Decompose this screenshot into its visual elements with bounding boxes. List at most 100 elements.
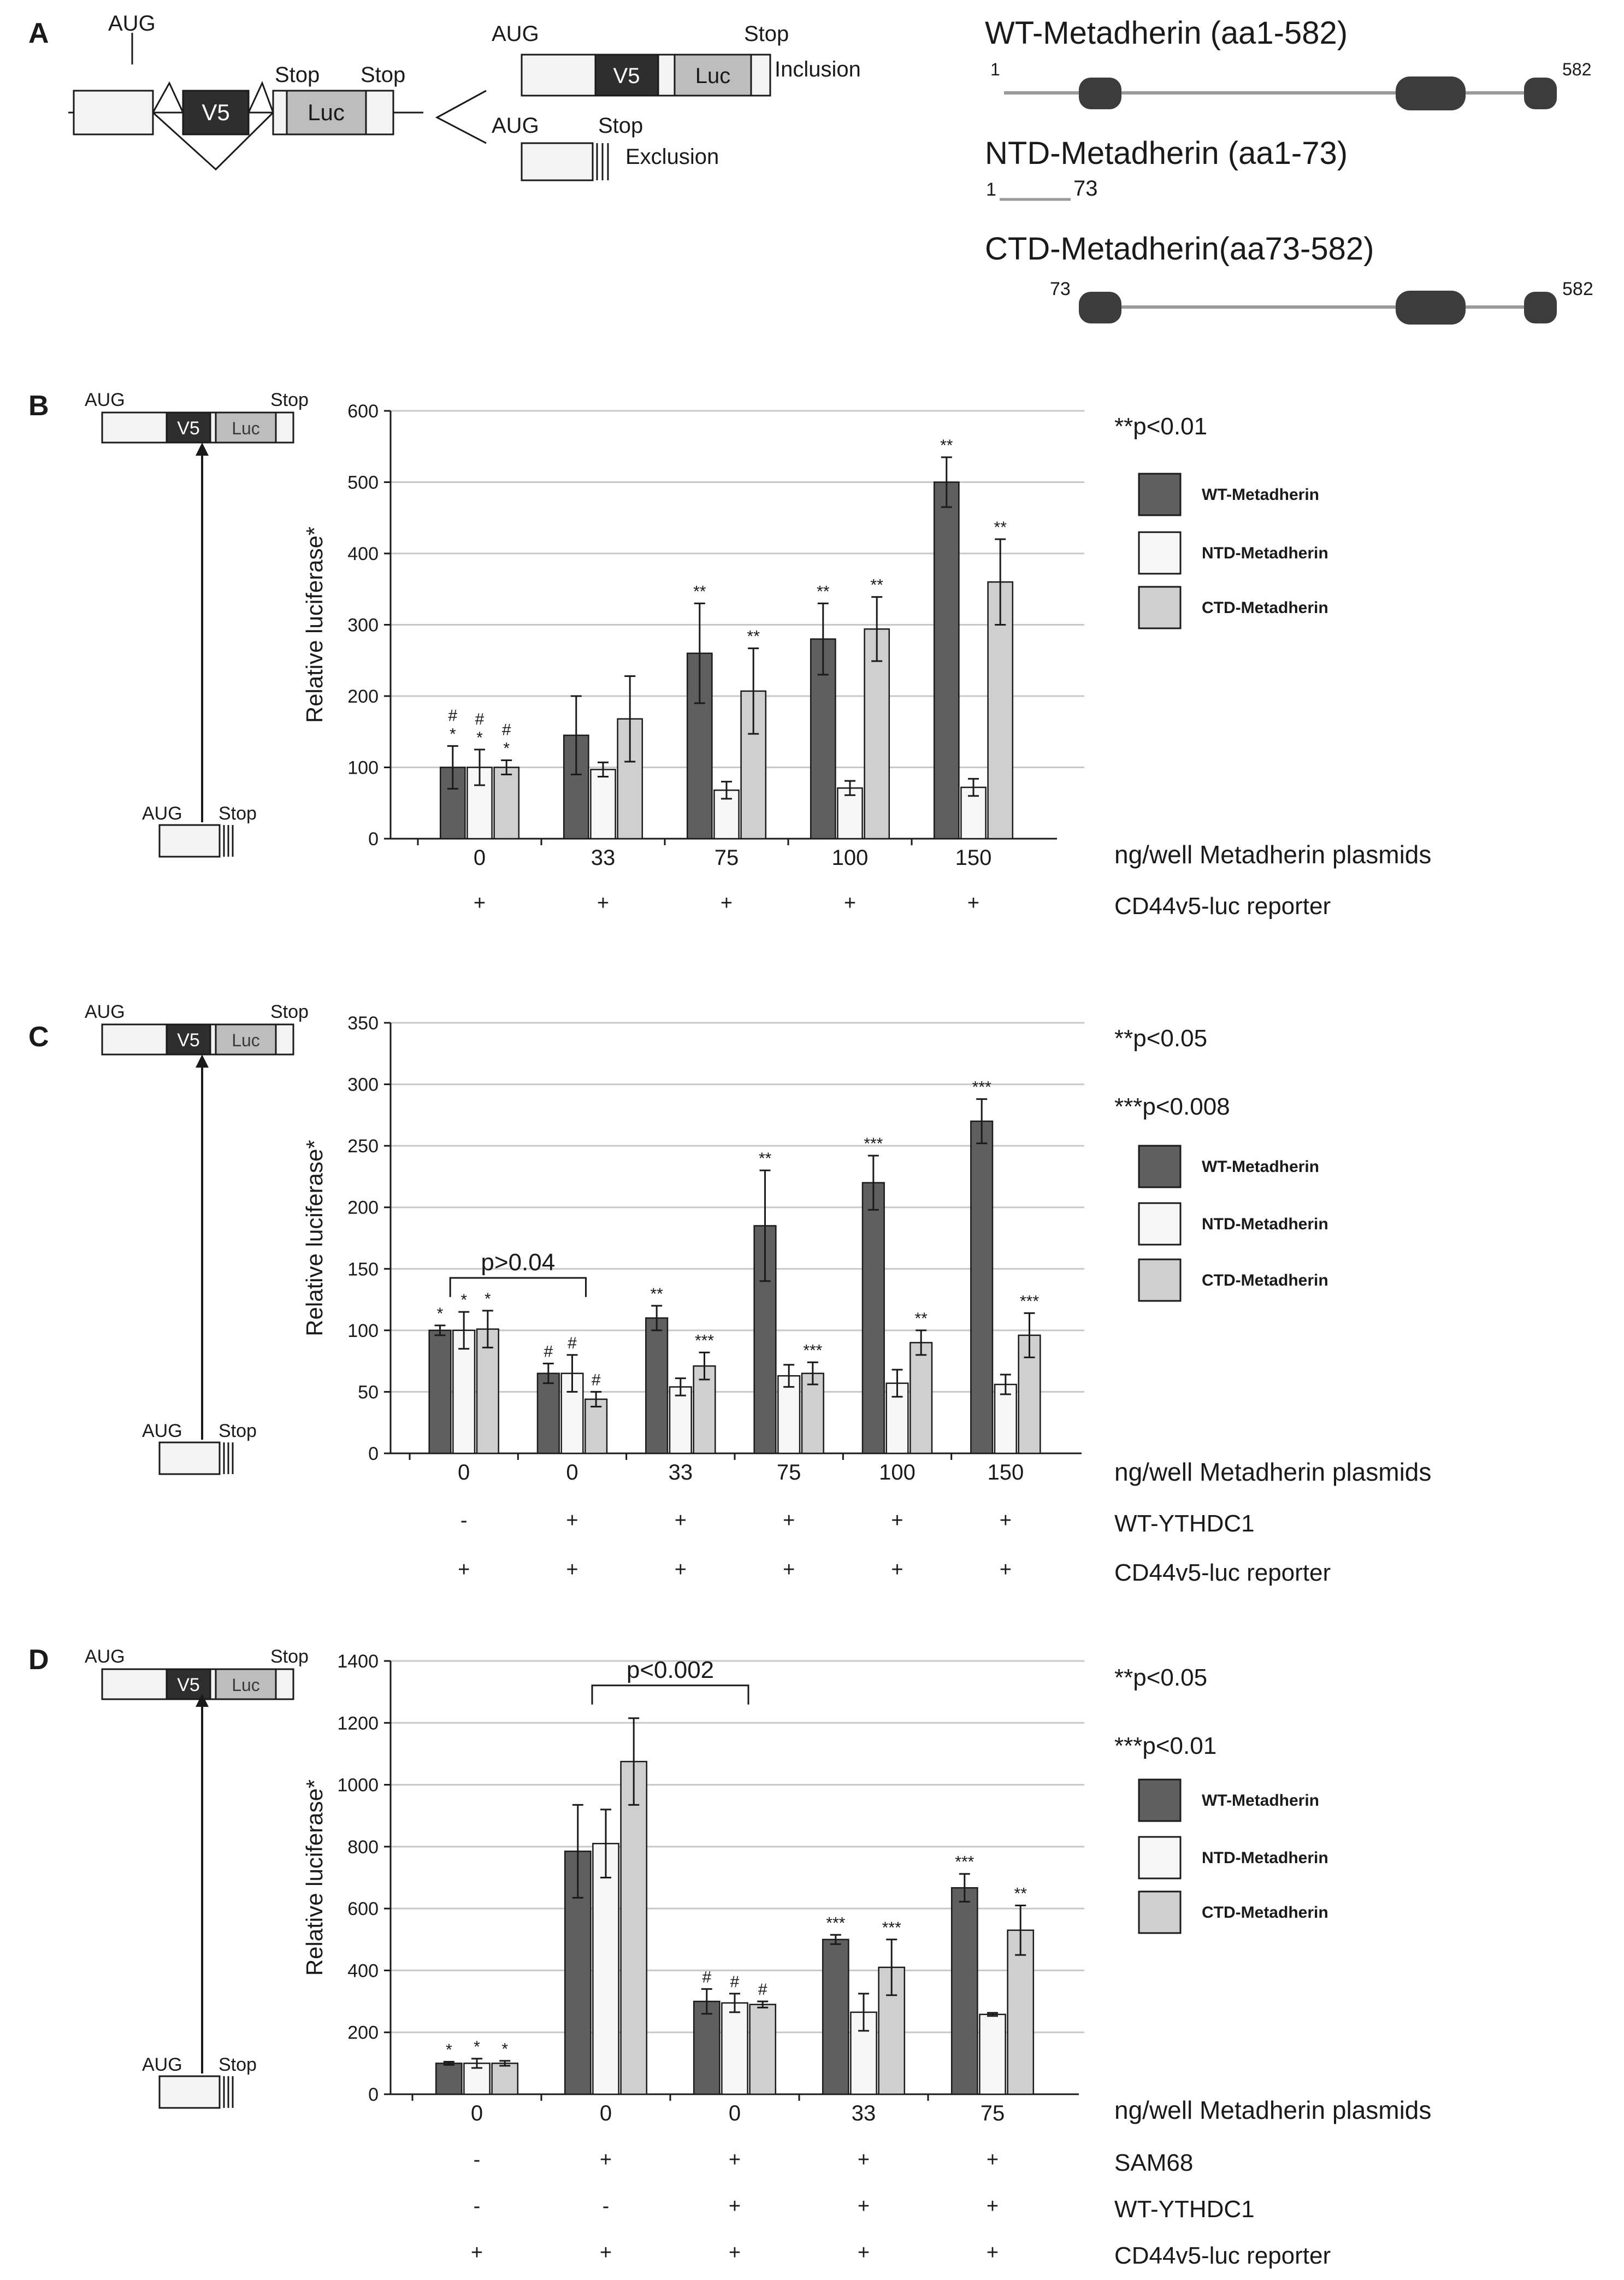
panel-c-ytick-label-150: 150	[347, 1259, 379, 1280]
protein-constructs: WT-Metadherin (aa1-582) 1 582 NTD-Metadh…	[985, 15, 1593, 325]
panel-c-sig-mark-0-4-0: ***	[864, 1135, 883, 1153]
panel-b-legend-label-2: CTD-Metadherin	[1202, 599, 1328, 617]
panel-c-ytick-label-100: 100	[347, 1321, 379, 1341]
panel-c-legend-swatch-2	[1138, 1258, 1182, 1302]
panel-d-reporter-excl-stop-label: Stop	[218, 2054, 257, 2075]
panel-b-sig-mark-2-0-0: #	[502, 721, 511, 739]
panel-d-row-2-sym-3: +	[858, 2241, 870, 2264]
panel-c-category-label-1: 0	[566, 1460, 578, 1484]
panel-d-sig-mark-2-3-0: ***	[882, 1919, 901, 1937]
wt-domain-1	[1079, 78, 1121, 109]
panel-b-sig-mark-0-3-0: **	[817, 582, 830, 600]
wt-domain-2	[1396, 76, 1466, 110]
exclusion-stop-label: Stop	[598, 114, 643, 138]
panel-d-bar-ctd-metadherin-4	[1007, 1929, 1035, 2095]
panel-b-category-label-0: 0	[474, 846, 486, 870]
panel-b-reporter-incl-stop-label: Stop	[270, 390, 309, 410]
panel-d-row-2-sym-1: +	[600, 2241, 612, 2264]
panel-b-bar-ctd-metadherin-3	[864, 628, 890, 840]
minigene-schematic: AUG V5 Luc Stop Stop	[68, 11, 487, 171]
panel-a: A AUG V5 Luc Stop Stop AUG Stop V5	[28, 11, 1593, 325]
panel-b-reporter-incl-luc-box	[215, 411, 277, 444]
panel-d-reporter-incl-aug-label: AUG	[85, 1646, 125, 1667]
panel-c-row-1-sym-3: +	[783, 1558, 795, 1581]
panel-d-category-label-3: 33	[852, 2101, 876, 2125]
panel-b-sig-mark-0-0-1: *	[450, 725, 456, 743]
panel-c-reporter-incl-v5-box	[166, 1023, 211, 1056]
panel-d-row-2-sym-4: +	[987, 2241, 999, 2264]
panel-b-sig-mark-1-0-0: #	[475, 710, 485, 728]
panel-c-bar-ntd-metadherin-3	[777, 1375, 801, 1454]
panel-b-reporter-incl-luc-label: Luc	[232, 419, 260, 438]
ctd-construct-title: CTD-Metadherin(aa73-582)	[985, 231, 1374, 267]
panel-c-x-axis-label: ng/well Metadherin plasmids	[1114, 1458, 1431, 1486]
panel-c-row-0-sym-2: +	[675, 1509, 687, 1532]
panel-b-row-0-sym-1: +	[597, 892, 609, 915]
panel-b-sig-mark-2-3-0: **	[871, 576, 884, 594]
panel-d-legend-swatch-2	[1138, 1890, 1182, 1934]
panel-b-legend-label-1: NTD-Metadherin	[1202, 544, 1328, 562]
panel-b-ytick-label-600: 600	[347, 401, 379, 422]
panel-d-bar-ntd-metadherin-2	[721, 2002, 748, 2095]
panel-c-row-label-0: WT-YTHDC1	[1114, 1510, 1255, 1537]
ntd-construct-end: 73	[1073, 176, 1098, 201]
panel-c-ytick-label-250: 250	[347, 1136, 379, 1157]
stop-label-2: Stop	[361, 63, 405, 87]
panel-d-category-label-2: 0	[729, 2101, 741, 2125]
panel-b-ytick-label-200: 200	[347, 686, 379, 707]
panel-c-sig-mark-2-2-0: ***	[695, 1332, 714, 1350]
panel-b-sig-mark-2-0-1: *	[503, 739, 510, 757]
panel-d-row-label-1: WT-YTHDC1	[1114, 2196, 1255, 2223]
panel-d-ytick-label-1000: 1000	[337, 1775, 379, 1796]
panel-c-ytick-label-200: 200	[347, 1198, 379, 1218]
panel-d-row-1-sym-1: -	[603, 2195, 610, 2218]
panel-c-sig-mark-0-3-0: **	[759, 1150, 772, 1168]
panel-d-ytick-label-200: 200	[347, 2023, 379, 2043]
panel-d-bracket-line	[591, 1684, 749, 1705]
panel-b-ytick-label-500: 500	[347, 473, 379, 493]
panel-d-category-label-0: 0	[471, 2101, 483, 2125]
panel-d-x-axis-label: ng/well Metadherin plasmids	[1114, 2096, 1431, 2124]
panel-d-row-1-sym-0: -	[474, 2195, 481, 2218]
panel-d-reporter-excl-exon-box	[158, 2075, 221, 2109]
panel-c-sig-mark-1-0-0: *	[460, 1291, 467, 1309]
panel-c-reporter-excl-aug-label: AUG	[142, 1421, 182, 1441]
panel-d-row-label-0: SAM68	[1114, 2149, 1193, 2176]
panel-d-arrow-head	[196, 1694, 209, 1707]
exclusion-product: AUG Stop Exclusion	[492, 114, 719, 181]
panel-b-sig-mark-2-4-0: **	[994, 519, 1007, 537]
panel-d-sig-mark-2-0-0: *	[501, 2040, 508, 2058]
panel-c-legend-label-2: CTD-Metadherin	[1202, 1271, 1328, 1289]
panel-c-reporter-incl-luc-label: Luc	[232, 1030, 260, 1050]
panel-b-category-label-3: 100	[832, 846, 869, 870]
panel-d-sig-mark-0-2-0: #	[702, 1968, 711, 1986]
luc-label: Luc	[308, 99, 345, 125]
ntd-construct-start: 1	[986, 179, 996, 200]
panel-a-letter: A	[28, 17, 49, 49]
panel-d-legend-label-1: NTD-Metadherin	[1202, 1849, 1328, 1867]
panel-d-row-0-sym-3: +	[858, 2148, 870, 2171]
panel-d-ytick-label-1200: 1200	[337, 1713, 379, 1734]
panel-d-bar-ctd-metadherin-2	[749, 2004, 777, 2095]
panel-b-reporter-incl-v5-box	[166, 411, 211, 444]
panel-b-x-axis-label: ng/well Metadherin plasmids	[1114, 840, 1431, 869]
panel-c-bracket-line	[449, 1277, 587, 1297]
panel-c-row-1-sym-1: +	[566, 1558, 578, 1581]
panel-c-row-1-sym-5: +	[1000, 1558, 1012, 1581]
inclusion-aug-label: AUG	[492, 22, 539, 46]
panel-c-sig-mark-2-5-0: ***	[1020, 1292, 1039, 1310]
panel-b-legend-label-0: WT-Metadherin	[1202, 486, 1319, 504]
panel-c-y-axis-label: Relative luciferase*	[302, 1140, 327, 1336]
panel-d-row-0-sym-1: +	[600, 2148, 612, 2171]
panel-c-sig-mark-1-1-0: #	[568, 1334, 577, 1352]
panel-b-category-label-4: 150	[955, 846, 992, 870]
panel-c-bar-ntd-metadherin-5	[994, 1383, 1017, 1454]
panel-c-sig-mark-2-3-0: ***	[803, 1341, 822, 1359]
panel-b-row-0-sym-0: +	[474, 892, 486, 915]
panel-d-legend-swatch-1	[1138, 1836, 1182, 1880]
panel-d-legend-label-2: CTD-Metadherin	[1202, 1904, 1328, 1922]
panel-d-y-axis-label: Relative luciferase*	[302, 1780, 327, 1976]
panel-b-significance-note-0: **p<0.01	[1114, 413, 1207, 440]
panel-c-sig-mark-0-0-0: *	[437, 1305, 444, 1323]
panel-d-row-1-sym-3: +	[858, 2195, 870, 2218]
